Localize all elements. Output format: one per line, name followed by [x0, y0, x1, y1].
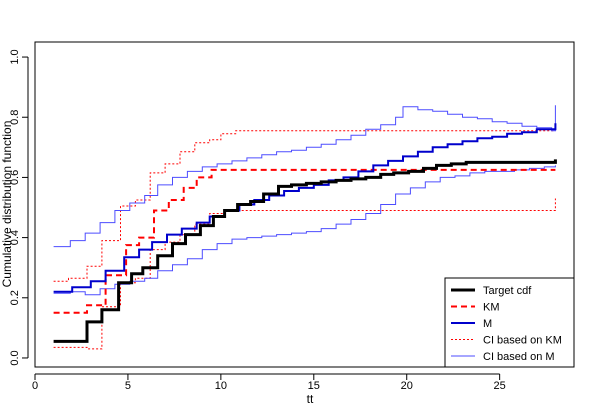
series-target-cdf-line	[53, 159, 557, 343]
y-tick-label: 1.0	[9, 49, 21, 64]
x-tick-label: 20	[401, 380, 413, 392]
x-tick-label: 0	[32, 380, 38, 392]
plot-box	[34, 41, 575, 368]
y-tick-label: 0.0	[9, 350, 21, 365]
x-tick-label: 15	[308, 380, 320, 392]
legend-label: M	[483, 318, 492, 330]
x-axis-title: tt	[307, 392, 314, 406]
x-tick-label: 25	[494, 380, 506, 392]
x-tick-label: 10	[215, 380, 227, 392]
legend-label: CI based on KM	[483, 335, 562, 347]
series-ci-based-on-km-line	[53, 130, 556, 282]
series-ci-based-on-m-line	[53, 165, 556, 296]
series-m-line	[53, 123, 557, 293]
legend-label: Target cdf	[483, 285, 532, 297]
x-axis: 0 5 10 15 20 25	[32, 373, 506, 392]
y-axis-title: Cumulative distribution function	[0, 121, 14, 288]
series-layer	[53, 105, 557, 350]
legend-label: KM	[483, 302, 500, 314]
y-tick-label: 0.2	[9, 290, 21, 305]
y-tick-label: 0.6	[9, 170, 21, 185]
y-tick-label: 0.8	[9, 110, 21, 125]
x-tick-label: 5	[125, 380, 131, 392]
series-ci-based-on-m-line	[53, 105, 556, 248]
legend-label: CI based on M	[483, 351, 555, 363]
series-km-line	[53, 168, 556, 314]
legend: Target cdf KM M CI based on KM CI based on M	[444, 277, 575, 368]
y-axis: 0.0 0.2 0.4 0.6 0.8 1.0	[9, 49, 29, 366]
y-tick-label: 0.4	[9, 230, 21, 245]
